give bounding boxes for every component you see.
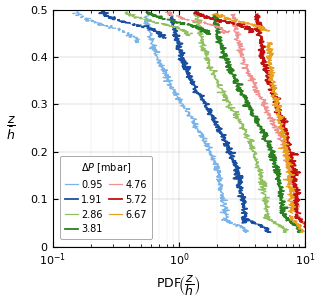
X-axis label: PDF$\!\left(\dfrac{z}{h}\right)$: PDF$\!\left(\dfrac{z}{h}\right)$ (156, 274, 201, 299)
Y-axis label: $\dfrac{z}{\bar{h}}$: $\dfrac{z}{\bar{h}}$ (5, 114, 15, 142)
Legend: 0.95, 1.91, 2.86, 3.81, 4.76, 5.72, 6.67: 0.95, 1.91, 2.86, 3.81, 4.76, 5.72, 6.67 (60, 156, 152, 239)
